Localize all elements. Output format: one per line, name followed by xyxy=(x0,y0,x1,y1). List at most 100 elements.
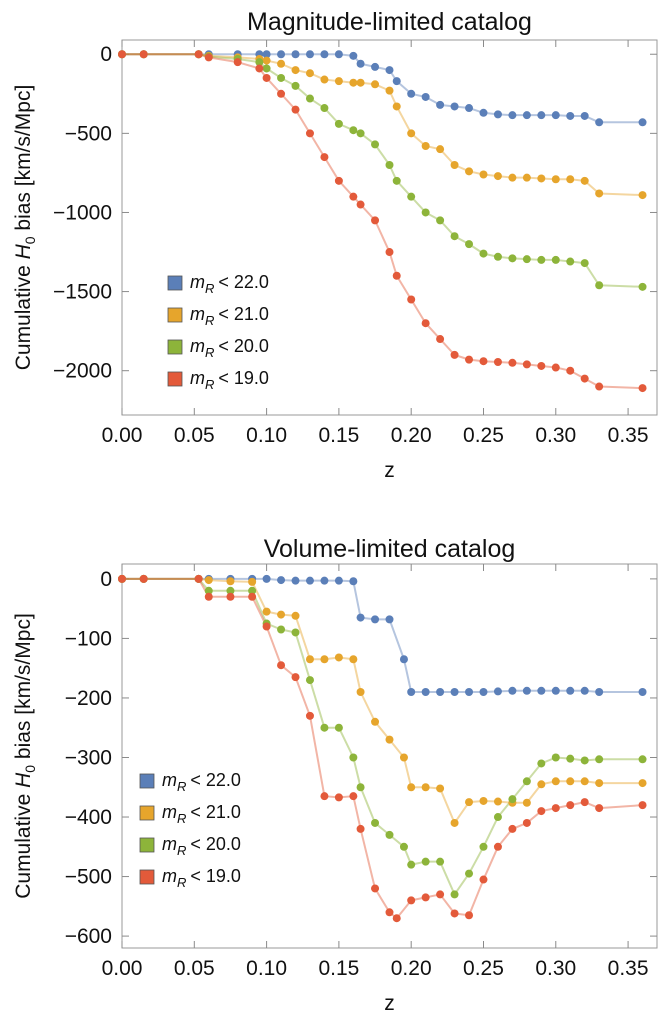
data-point xyxy=(450,688,459,696)
x-tick-label: 0.15 xyxy=(318,424,359,447)
data-point xyxy=(320,50,329,59)
data-point xyxy=(407,89,416,98)
data-point xyxy=(194,50,203,59)
data-point xyxy=(638,384,647,393)
y-tick-label: −600 xyxy=(65,925,112,948)
y-tick-label: −200 xyxy=(65,687,112,710)
data-point xyxy=(566,686,575,695)
y-axis-label: Cumulative H0 bias [km/s/Mpc] xyxy=(12,85,38,371)
data-point xyxy=(421,208,430,217)
data-point xyxy=(291,66,300,75)
legend-swatch xyxy=(139,837,155,853)
data-point xyxy=(385,86,394,95)
magnitude-limited-chart: Magnitude-limited catalog 0.00 0.05 0.10 0.1… xyxy=(12,8,658,482)
data-point xyxy=(392,102,401,111)
legend: mR < 22.0 mR < 21.0 mR < 20.0 mR < 19.0 xyxy=(167,272,269,392)
data-point xyxy=(334,176,343,185)
data-point xyxy=(537,174,546,183)
data-point xyxy=(479,170,488,179)
data-point xyxy=(551,111,560,120)
data-point xyxy=(356,129,365,138)
data-point xyxy=(580,176,589,185)
series-points-3 xyxy=(118,50,647,291)
data-point xyxy=(537,780,546,789)
data-point xyxy=(421,783,430,792)
data-point xyxy=(118,50,126,59)
data-point xyxy=(334,723,343,732)
data-point xyxy=(493,842,502,851)
y-tick-label: −1000 xyxy=(53,201,112,224)
data-point xyxy=(204,592,213,601)
data-point xyxy=(371,80,380,89)
data-point xyxy=(277,610,286,619)
series-1 xyxy=(122,577,643,693)
data-point xyxy=(595,118,604,127)
data-point xyxy=(226,592,235,601)
series-line xyxy=(122,53,643,197)
data-point xyxy=(479,108,488,117)
data-point xyxy=(436,335,445,344)
data-point xyxy=(638,779,647,788)
data-point xyxy=(493,357,502,366)
data-point xyxy=(349,655,358,664)
legend-label: mR < 22.0 xyxy=(162,770,241,794)
series-3 xyxy=(122,53,643,288)
y-tick-label: −2000 xyxy=(53,360,112,383)
data-point xyxy=(566,175,575,184)
y-tick-label: 0 xyxy=(100,43,112,66)
data-point xyxy=(537,686,546,695)
data-point xyxy=(421,688,430,696)
x-axis-label: z xyxy=(384,992,395,1015)
y-tick-label: −100 xyxy=(65,627,112,650)
data-point xyxy=(522,255,531,264)
data-point xyxy=(551,804,560,813)
data-point xyxy=(465,167,474,176)
legend-swatch xyxy=(139,869,155,885)
data-point xyxy=(595,189,604,198)
data-point xyxy=(349,78,358,87)
data-point xyxy=(522,111,531,120)
data-point xyxy=(551,255,560,264)
data-point xyxy=(262,622,271,631)
data-point xyxy=(305,711,314,720)
legend-label: mR < 20.0 xyxy=(162,834,241,858)
legend-label: mR < 22.0 xyxy=(190,272,269,296)
data-point xyxy=(392,77,401,86)
legend-label: mR < 21.0 xyxy=(190,304,269,328)
data-point xyxy=(291,611,300,620)
data-point xyxy=(479,875,488,884)
y-tick-label: 0 xyxy=(100,568,112,591)
legend-label: mR < 19.0 xyxy=(162,866,241,890)
data-point xyxy=(385,615,394,624)
data-point xyxy=(399,655,408,664)
data-point xyxy=(262,73,271,82)
x-tick-label: 0.00 xyxy=(102,957,143,980)
data-point xyxy=(349,51,358,60)
data-point xyxy=(392,176,401,185)
y-tick-label: −400 xyxy=(65,806,112,829)
data-point xyxy=(385,66,394,75)
data-point xyxy=(508,111,517,120)
data-point xyxy=(551,175,560,184)
data-point xyxy=(465,798,474,807)
data-point xyxy=(508,824,517,833)
data-point xyxy=(595,755,604,764)
data-point xyxy=(139,50,148,59)
data-point xyxy=(522,360,531,369)
data-point xyxy=(638,688,647,696)
data-point xyxy=(407,783,416,792)
legend: mR < 22.0 mR < 21.0 mR < 20.0 mR < 19.0 xyxy=(139,770,241,890)
series-points-2 xyxy=(118,574,647,827)
data-point xyxy=(349,792,358,801)
data-point xyxy=(450,161,459,169)
data-point xyxy=(522,173,531,182)
data-point xyxy=(595,382,604,391)
x-tick-label: 0.20 xyxy=(391,957,432,980)
series-points-1 xyxy=(118,574,647,696)
data-point xyxy=(305,94,314,103)
data-point xyxy=(226,586,235,595)
chart-title: Volume-limited catalog xyxy=(264,535,516,563)
series-points-4 xyxy=(118,574,647,923)
x-tick-label: 0.05 xyxy=(174,957,215,980)
data-point xyxy=(508,173,517,182)
